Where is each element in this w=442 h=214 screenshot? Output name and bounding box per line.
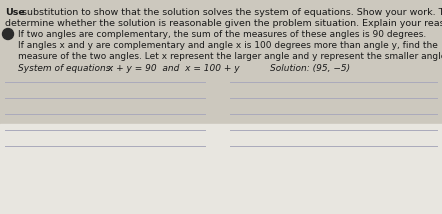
Bar [0, 124, 442, 214]
Text: x + y = 90  and  x = 100 + y: x + y = 90 and x = 100 + y [105, 64, 240, 73]
Circle shape [3, 28, 14, 40]
Text: Solution: (95, −5): Solution: (95, −5) [270, 64, 350, 73]
Text: If angles x and y are complementary and angle x is 100 degrees more than angle y: If angles x and y are complementary and … [18, 41, 438, 50]
Text: Use: Use [5, 8, 25, 17]
Text: If two angles are complementary, the sum of the measures of these angles is 90 d: If two angles are complementary, the sum… [18, 30, 426, 39]
Text: determine whether the solution is reasonable given the problem situation. Explai: determine whether the solution is reason… [5, 19, 442, 28]
Text: 1: 1 [5, 30, 11, 39]
Text: substitution to show that the solution solves the system of equations. Show your: substitution to show that the solution s… [19, 8, 442, 17]
Text: System of equations:: System of equations: [18, 64, 114, 73]
Text: measure of the two angles. Let x represent the larger angle and y represent the : measure of the two angles. Let x represe… [18, 52, 442, 61]
